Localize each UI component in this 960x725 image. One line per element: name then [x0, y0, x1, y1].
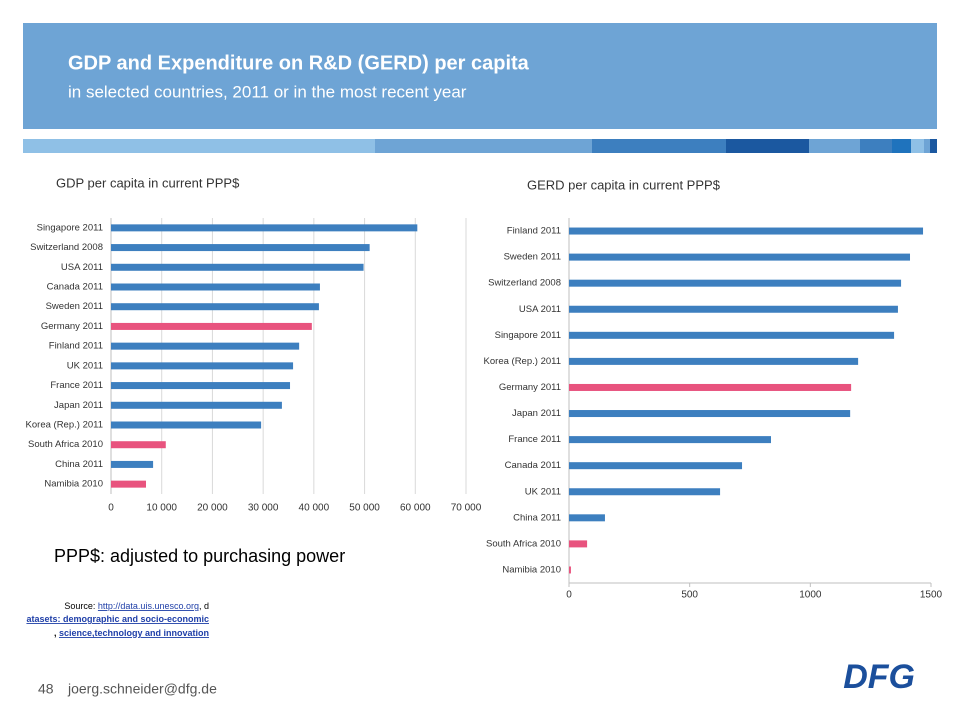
y-tick-label: Japan 2011	[54, 400, 103, 411]
bar	[569, 357, 859, 365]
slide-subtitle: in selected countries, 2011 or in the mo…	[68, 82, 467, 101]
y-tick-label: China 2011	[513, 512, 561, 523]
logo: DFG	[843, 658, 915, 696]
strip-segment	[726, 139, 809, 153]
email: joerg.schneider@dfg.de	[67, 681, 217, 697]
y-tick-label: Japan 2011	[512, 408, 561, 419]
source-link: science,technology and innovation	[59, 628, 209, 638]
bar	[111, 362, 294, 370]
source-line: Source: http://data.uis.unesco.org, d	[64, 601, 209, 611]
y-tick-label: Germany 2011	[499, 382, 561, 393]
y-tick-label: Korea (Rep.) 2011	[26, 420, 103, 431]
y-tick-label: Singapore 2011	[37, 222, 103, 233]
bar	[111, 480, 146, 488]
bar	[111, 244, 370, 252]
source-link: atasets: demographic and socio-economic	[26, 614, 209, 624]
y-tick-label: France 2011	[508, 434, 561, 445]
y-tick-label: UK 2011	[525, 486, 561, 497]
strip-segment	[375, 139, 592, 153]
strip-segment	[892, 139, 911, 153]
y-tick-label: Namibia 2010	[44, 479, 103, 490]
y-tick-label: South Africa 2010	[486, 538, 561, 549]
bar	[111, 342, 300, 350]
bar	[111, 382, 291, 390]
bar	[111, 401, 282, 409]
strip-segment	[930, 139, 937, 153]
strip-segment	[23, 139, 375, 153]
x-tick-label: 70 000	[451, 503, 482, 514]
y-tick-label: Switzerland 2008	[488, 278, 561, 289]
x-tick-label: 1500	[920, 590, 943, 601]
chart-title: GERD per capita in current PPP$	[527, 177, 721, 192]
bar	[111, 283, 320, 291]
y-tick-label: Switzerland 2008	[30, 242, 103, 253]
header-band	[23, 23, 937, 129]
y-tick-label: Germany 2011	[41, 321, 103, 332]
bar	[569, 279, 902, 287]
source-text: ,	[54, 628, 59, 638]
x-tick-label: 60 000	[400, 503, 431, 514]
source-link: http://data.uis.unesco.org	[98, 601, 199, 611]
bar	[569, 514, 605, 522]
y-tick-label: China 2011	[55, 459, 103, 470]
bar	[569, 462, 743, 470]
bar	[569, 331, 895, 339]
color-strip	[23, 139, 937, 153]
strip-segment	[924, 139, 930, 153]
y-tick-label: UK 2011	[67, 360, 103, 371]
strip-segment	[592, 139, 726, 153]
bar	[569, 436, 771, 444]
x-tick-label: 20 000	[197, 503, 228, 514]
x-tick-label: 0	[566, 590, 572, 601]
page-number: 48	[38, 681, 54, 697]
y-tick-label: Sweden 2011	[504, 252, 561, 263]
x-tick-label: 40 000	[299, 503, 330, 514]
x-tick-label: 0	[108, 503, 114, 514]
y-tick-label: Finland 2011	[507, 226, 561, 237]
bar	[569, 383, 852, 391]
y-tick-label: France 2011	[50, 380, 103, 391]
y-tick-label: South Africa 2010	[28, 439, 103, 450]
source-line: atasets: demographic and socio-economic	[26, 614, 209, 624]
bar	[111, 263, 364, 271]
x-tick-label: 500	[681, 590, 698, 601]
bar	[111, 421, 262, 429]
y-tick-label: Finland 2011	[49, 341, 103, 352]
source-text: , d	[199, 601, 209, 611]
x-tick-label: 10 000	[146, 503, 177, 514]
y-tick-label: Canada 2011	[47, 282, 103, 293]
note: PPP$: adjusted to purchasing power	[54, 546, 345, 566]
slide-title: GDP and Expenditure on R&D (GERD) per ca…	[68, 52, 530, 74]
x-tick-label: 1000	[799, 590, 822, 601]
bar	[569, 540, 588, 548]
bar	[111, 224, 418, 232]
bar	[111, 441, 166, 449]
bar	[111, 322, 312, 330]
x-tick-label: 50 000	[349, 503, 380, 514]
bar	[569, 566, 571, 574]
y-tick-label: USA 2011	[61, 262, 103, 273]
y-tick-label: Canada 2011	[505, 460, 561, 471]
bar	[569, 227, 924, 235]
y-tick-label: Sweden 2011	[46, 301, 103, 312]
source-text: Source:	[64, 601, 98, 611]
bar	[111, 303, 319, 311]
strip-segment	[809, 139, 860, 153]
bar	[569, 305, 898, 313]
bar	[569, 410, 851, 418]
y-tick-label: USA 2011	[519, 304, 561, 315]
source-line: , science,technology and innovation	[54, 628, 209, 638]
x-tick-label: 30 000	[248, 503, 279, 514]
y-tick-label: Singapore 2011	[495, 330, 561, 341]
y-tick-label: Namibia 2010	[502, 564, 561, 575]
chart-title: GDP per capita in current PPP$	[56, 175, 240, 190]
bar	[111, 460, 154, 468]
bar	[569, 253, 911, 261]
strip-segment	[860, 139, 892, 153]
strip-segment	[911, 139, 924, 153]
y-tick-label: Korea (Rep.) 2011	[484, 356, 561, 367]
bar	[569, 488, 721, 496]
